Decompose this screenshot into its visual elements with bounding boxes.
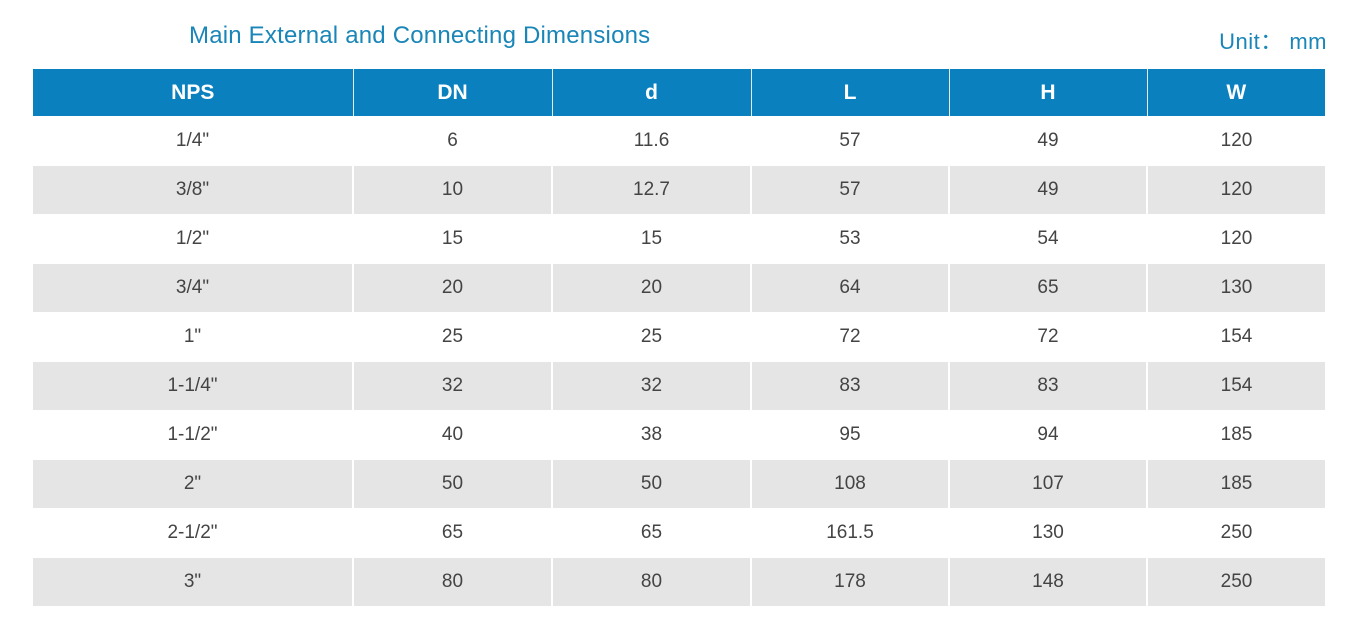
table-row: 3" 80 80 178 148 250 [33,557,1325,606]
dimensions-table: NPS DN d L H W 1/4" 6 11.6 57 49 120 3/8" 10 12.… [33,69,1325,606]
cell-dn: 50 [352,459,552,509]
cell-dn: 25 [352,312,552,362]
cell-l: 64 [750,263,949,313]
table-row: 2-1/2" 65 65 161.5 130 250 [33,508,1325,558]
cell-d: 32 [551,361,751,411]
cell-dn: 80 [352,557,552,606]
cell-nps: 1-1/2" [33,410,353,460]
header-row: NPS DN d L H W [33,69,1325,117]
cell-l: 53 [750,214,949,264]
header-l: L [750,69,949,117]
cell-nps: 1" [33,312,353,362]
unit-label: Unit： mm [1219,29,1327,54]
cell-nps: 3/8" [33,165,353,215]
cell-dn: 10 [352,165,552,215]
table-row: 1/4" 6 11.6 57 49 120 [33,116,1325,166]
cell-nps: 1/2" [33,214,353,264]
table-row: 1" 25 25 72 72 154 [33,312,1325,362]
cell-nps: 3" [33,557,353,606]
cell-l: 57 [750,165,949,215]
table-row: 1/2" 15 15 53 54 120 [33,214,1325,264]
cell-dn: 40 [352,410,552,460]
cell-w: 120 [1146,116,1325,166]
cell-h: 107 [948,459,1147,509]
cell-w: 250 [1146,557,1325,606]
cell-dn: 6 [352,116,552,166]
cell-l: 72 [750,312,949,362]
cell-w: 250 [1146,508,1325,558]
cell-d: 11.6 [551,116,751,166]
table-row: 1-1/2" 40 38 95 94 185 [33,410,1325,460]
cell-h: 130 [948,508,1147,558]
header-dn: DN [352,69,552,117]
cell-h: 94 [948,410,1147,460]
cell-dn: 65 [352,508,552,558]
cell-l: 108 [750,459,949,509]
cell-h: 49 [948,165,1147,215]
cell-l: 83 [750,361,949,411]
table-body: 1/4" 6 11.6 57 49 120 3/8" 10 12.7 57 49 120 1/2" 15 1… [33,116,1325,606]
cell-nps: 1/4" [33,116,353,166]
cell-l: 178 [750,557,949,606]
cell-h: 49 [948,116,1147,166]
cell-dn: 20 [352,263,552,313]
cell-w: 120 [1146,214,1325,264]
cell-d: 80 [551,557,751,606]
cell-nps: 3/4" [33,263,353,313]
cell-h: 54 [948,214,1147,264]
table-header: NPS DN d L H W [33,69,1325,117]
header-nps: NPS [33,69,353,117]
page-title: Main External and Connecting Dimensions [189,22,651,49]
cell-w: 154 [1146,312,1325,362]
cell-dn: 32 [352,361,552,411]
table-row: 3/4" 20 20 64 65 130 [33,263,1325,313]
cell-l: 57 [750,116,949,166]
cell-h: 72 [948,312,1147,362]
cell-nps: 2-1/2" [33,508,353,558]
cell-w: 130 [1146,263,1325,313]
table-row: 3/8" 10 12.7 57 49 120 [33,165,1325,215]
cell-nps: 1-1/4" [33,361,353,411]
cell-l: 95 [750,410,949,460]
cell-d: 12.7 [551,165,751,215]
header-d: d [551,69,751,117]
cell-d: 25 [551,312,751,362]
cell-w: 154 [1146,361,1325,411]
cell-d: 65 [551,508,751,558]
cell-w: 185 [1146,410,1325,460]
table-row: 2" 50 50 108 107 185 [33,459,1325,509]
cell-dn: 15 [352,214,552,264]
cell-w: 185 [1146,459,1325,509]
cell-h: 148 [948,557,1147,606]
cell-l: 161.5 [750,508,949,558]
cell-d: 50 [551,459,751,509]
cell-d: 20 [551,263,751,313]
header-w: W [1146,69,1325,117]
cell-d: 15 [551,214,751,264]
cell-nps: 2" [33,459,353,509]
header-h: H [948,69,1147,117]
table-row: 1-1/4" 32 32 83 83 154 [33,361,1325,411]
cell-h: 65 [948,263,1147,313]
cell-d: 38 [551,410,751,460]
cell-h: 83 [948,361,1147,411]
cell-w: 120 [1146,165,1325,215]
